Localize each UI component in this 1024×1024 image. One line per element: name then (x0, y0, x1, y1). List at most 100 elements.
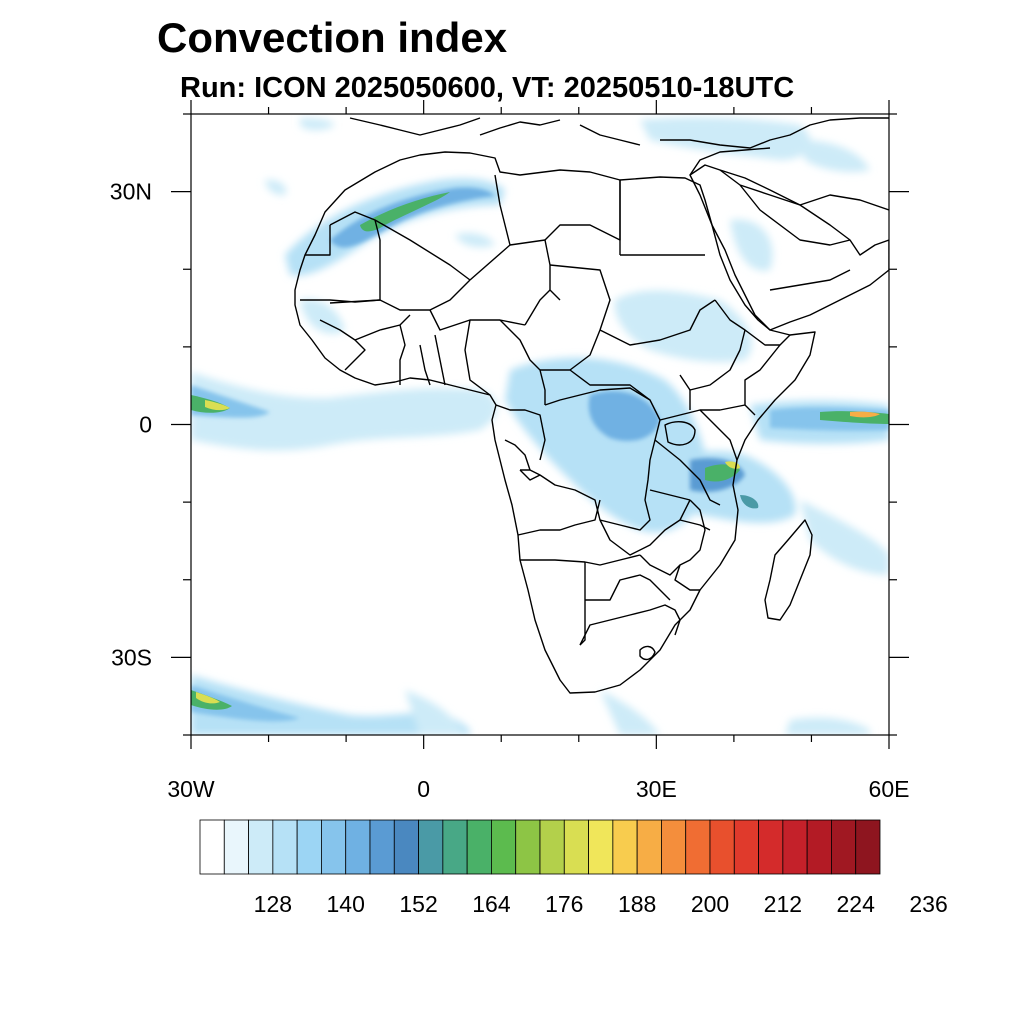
colorbar-swatch (636, 819, 662, 875)
border-nigeria-cameroon (464, 319, 546, 405)
colorbar-label: 224 (837, 891, 876, 917)
red-sea-coastline (689, 147, 771, 176)
border-tanzania (649, 409, 738, 506)
convection-area-arabia-north (800, 140, 870, 172)
convection-peak-east-africa (705, 464, 740, 482)
colorbar-swatch (563, 819, 589, 875)
madagascar-coastline (764, 519, 813, 621)
border-mali-niger (379, 279, 471, 311)
colorbar-swatch (345, 819, 371, 875)
map-subtitle: Run: ICON 2025050600, VT: 20250510-18UTC (180, 72, 795, 104)
southern-europe-coastline (349, 117, 889, 149)
colorbar-swatch (296, 819, 322, 875)
convection-core-morocco-band (330, 187, 495, 248)
convection-peak-morocco-band (360, 192, 450, 232)
convection-area-madagascar-east (800, 500, 889, 575)
colorbar-swatch (758, 819, 784, 875)
axis-tick-labels: 30W 0 30E 60E 30N 0 30S (110, 179, 910, 802)
colorbar-label: 152 (399, 891, 437, 917)
convection-peak-madagascar-east (740, 495, 759, 509)
border-malawi-mozambique (674, 499, 706, 591)
border-libya-niger-chad (509, 239, 561, 301)
border-western-sahara (305, 225, 331, 256)
axis-ticks (171, 100, 909, 749)
border-mali-mauritania (300, 299, 381, 303)
border-gulf-of-guinea-states (495, 404, 546, 461)
border-cameroon-car (540, 369, 651, 401)
colorbar-swatch (393, 819, 419, 875)
colorbar-swatch (806, 819, 832, 875)
border-angola (517, 469, 601, 536)
convection-peak-south-atlantic-yellow (196, 692, 220, 704)
colorbar-swatch (321, 819, 347, 875)
border-zimbabwe (639, 554, 681, 576)
convection-core-layer (191, 192, 889, 710)
colorbar-swatch (199, 819, 225, 875)
border-algeria-mali-niger (374, 219, 471, 281)
colorbar-label: 200 (691, 891, 729, 917)
colorbar-swatch (515, 819, 541, 875)
border-ethiopia (679, 299, 791, 391)
convection-area-algeria-interior (455, 233, 495, 248)
border-south-africa (579, 604, 681, 646)
y-tick-label: 30S (111, 644, 152, 670)
border-chad-sudan (549, 264, 611, 371)
convection-area-ethiopia (614, 290, 752, 362)
map-title: Convection index (157, 14, 508, 61)
colorbar-swatch (539, 819, 565, 875)
convection-area-gulf-guinea-north (300, 299, 345, 334)
border-lesotho (639, 645, 656, 661)
country-borders (294, 117, 889, 694)
colorbar-swatch (588, 819, 614, 875)
x-tick-label: 60E (869, 776, 910, 802)
convection-core-south-atlantic (191, 685, 300, 722)
convection-area-north-atlantic (300, 118, 335, 131)
border-gabon-congo (504, 439, 531, 471)
colorbar-swatch (223, 819, 249, 875)
border-west-africa (354, 314, 446, 386)
colorbar-label: 188 (618, 891, 656, 917)
border-namibia-botswana (579, 562, 671, 646)
colorbar-label: 236 (909, 891, 947, 917)
y-tick-label: 30N (110, 179, 152, 205)
colorbar-swatch (733, 819, 759, 875)
convection-area-south-atlantic-mid (405, 690, 465, 735)
border-saudi-jordan-iraq (719, 169, 851, 246)
colorbar-swatch (855, 819, 881, 875)
colorbar-label: 128 (254, 891, 292, 917)
border-yemen-oman (769, 269, 851, 291)
convection-core-congo-basin (588, 391, 660, 441)
y-tick-label: 0 (139, 412, 152, 438)
colorbar-swatch (466, 819, 492, 875)
colorbar-swatch (782, 819, 808, 875)
border-zambia (599, 499, 711, 556)
convection-area-southeast-indian (785, 717, 870, 735)
border-algeria-libya (469, 174, 511, 281)
x-tick-label: 0 (417, 776, 430, 802)
colorbar-swatch (612, 819, 638, 875)
border-niger-nigeria (429, 309, 526, 331)
colorbar-swatch (272, 819, 298, 875)
convection-peak-indian-ocean-orange (850, 411, 880, 418)
convection-area-southwest-indian (600, 690, 660, 735)
border-ethiopia-somalia-kenya (744, 344, 781, 416)
colorbar-swatch (491, 819, 517, 875)
border-sudan-south-sudan (599, 299, 716, 346)
persian-gulf-coastline (799, 194, 889, 211)
x-tick-label: 30E (636, 776, 677, 802)
colorbar-swatch (709, 819, 735, 875)
colorbar-swatch (661, 819, 687, 875)
colorbar-label: 164 (472, 891, 511, 917)
convection-mid-layer (191, 187, 889, 722)
colorbar-swatch (685, 819, 711, 875)
convection-area-arabia-west (730, 219, 773, 271)
convection-field (191, 117, 889, 735)
colorbar-swatch (442, 819, 468, 875)
colorbar-swatch (831, 819, 857, 875)
convection-area-equatorial-atlantic (191, 372, 497, 451)
border-libya-egypt (544, 180, 621, 241)
colorbar-label: 140 (327, 891, 365, 917)
border-lake-victoria (664, 421, 696, 446)
x-tick-label: 30W (167, 776, 215, 802)
